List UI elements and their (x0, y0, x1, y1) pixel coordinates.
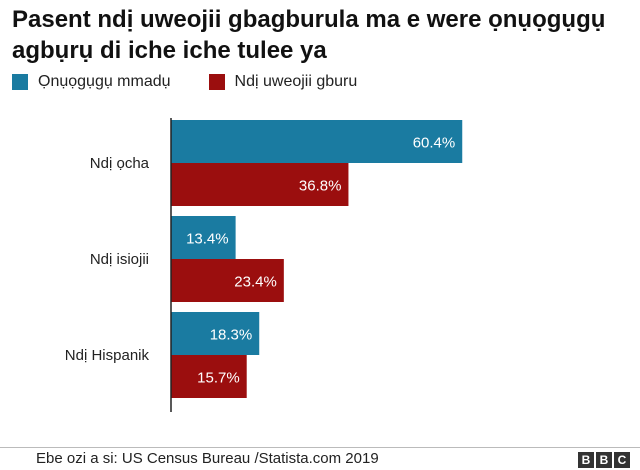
legend-label-population: Ọnụọgụgụ mmadụ (38, 73, 171, 90)
category-label: Ndị isiojii (90, 251, 149, 268)
data-label: 15.7% (197, 370, 240, 387)
category-label: Ndị ọcha (90, 155, 150, 172)
legend-item-killed: Ndị uweojii gburu (208, 73, 358, 91)
data-label: 23.4% (234, 274, 277, 291)
legend-item-population: Ọnụọgụgụ mmadụ (12, 73, 171, 91)
bbc-logo: B B C (578, 452, 630, 468)
footer-divider (0, 447, 640, 448)
legend-swatch-population (12, 74, 28, 90)
legend-label-killed: Ndị uweojii gburu (234, 73, 358, 90)
bbc-logo-letter: C (614, 452, 630, 468)
legend: Ọnụọgụgụ mmadụ Ndị uweojii gburu (12, 72, 395, 92)
bbc-logo-letter: B (578, 452, 594, 468)
data-label: 36.8% (299, 178, 342, 195)
data-label: 13.4% (186, 231, 229, 248)
bar (171, 259, 284, 302)
chart-title: Pasent ndị uweojii gbagburula ma e were … (12, 6, 606, 64)
bbc-logo-letter: B (596, 452, 612, 468)
bar (171, 120, 463, 163)
data-label: 60.4% (413, 135, 456, 152)
bar (171, 216, 236, 259)
bar-chart: Ndị ọcha 60.4% 36.8% Ndị isiojii 13.4% 23.4% N… (65, 118, 463, 412)
bar (171, 163, 349, 206)
category-label: Ndị Hispanik (65, 347, 150, 364)
source-note: Ebe ozi a si: US Census Bureau /Statista… (36, 450, 379, 467)
legend-swatch-killed (208, 74, 225, 90)
bar (171, 312, 260, 355)
bar (171, 355, 247, 398)
data-label: 18.3% (210, 327, 253, 344)
